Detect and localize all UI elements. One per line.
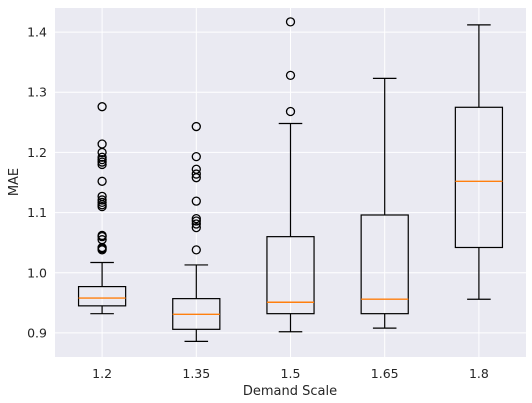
x-tick-label: 1.65 [371,366,399,381]
box-1.2 [77,102,127,315]
outlier-point [191,216,201,226]
x-tick-label: 1.35 [182,366,210,381]
outlier-point [191,169,201,179]
box-1.35 [172,121,221,342]
outlier-point [97,157,107,167]
box-series [77,17,504,342]
outlier-point [191,219,201,229]
y-tick-label: 1.2 [27,145,47,160]
outlier-point [97,154,107,165]
box-1.5 [266,17,315,333]
outlier-point [191,245,201,255]
outlier-point [97,195,107,205]
y-tick-label: 1.4 [27,25,47,40]
outlier-point [191,196,201,206]
outlier-point [97,197,107,208]
outlier-point [285,70,296,81]
iqr-box [454,106,504,249]
iqr-box [360,214,409,315]
box-1.65 [360,77,409,329]
outlier-point [97,152,107,162]
outlier-point [191,222,201,233]
outlier-point [97,235,107,245]
outlier-point [97,191,107,201]
y-tick-label: 0.9 [27,325,47,340]
box-1.8 [454,24,504,300]
outlier-point [97,176,107,186]
x-tick-label: 1.2 [92,366,112,381]
x-tick-label: 1.5 [281,366,301,381]
outlier-point [191,213,201,224]
outlier-point [285,106,296,117]
outlier-point [97,102,107,112]
x-tick-label: 1.8 [469,366,489,381]
iqr-box [266,236,315,315]
y-tick-labels: 0.9 1.0 1.1 1.2 1.3 1.4 [27,25,47,341]
outlier-point [97,139,107,149]
outlier-point [191,121,201,132]
x-axis-label: Demand Scale [243,384,337,399]
y-tick-label: 1.3 [27,85,47,100]
y-tick-label: 1.1 [27,205,47,220]
iqr-box [77,285,127,307]
y-axis-label: MAE [7,168,22,196]
x-tick-labels: 1.2 1.35 1.5 1.65 1.8 [92,366,489,381]
outlier-point [191,151,201,162]
y-tick-label: 1.0 [27,265,47,280]
outlier-point [97,159,107,170]
outlier-point [285,17,296,27]
outlier-point [191,164,201,174]
outlier-point [97,230,107,241]
